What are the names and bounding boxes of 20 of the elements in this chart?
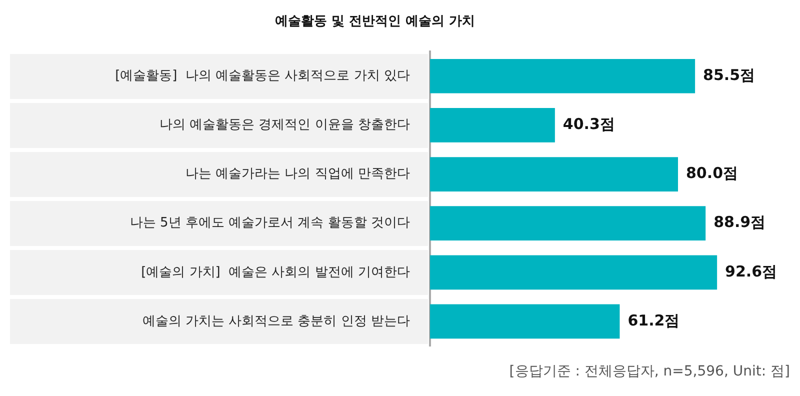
y-tick-label: 나는 5년 후에도 예술가로서 계속 활동할 것이다 bbox=[130, 216, 410, 231]
text: [응답기준 : 전체응답자, n=5,596, Unit: 점] bbox=[509, 364, 790, 380]
data-label: 92.6점 bbox=[725, 262, 778, 280]
bar bbox=[430, 108, 555, 142]
bar bbox=[430, 157, 678, 192]
data-label: 85.5점 bbox=[703, 66, 756, 84]
y-tick-label: 나의 예술활동은 경제적인 이윤을 창출한다 bbox=[159, 118, 410, 133]
y-tick-label: [예술의 가치] 예술은 사회의 발전에 기여한다 bbox=[141, 264, 410, 280]
bar bbox=[430, 206, 706, 241]
bar bbox=[430, 255, 718, 290]
data-label: 88.9점 bbox=[714, 213, 766, 232]
data-label: 40.3점 bbox=[562, 115, 615, 134]
data-label: 61.2점 bbox=[628, 311, 680, 330]
y-tick-label: 나는 예술가라는 나의 직업에 만족한다 bbox=[185, 166, 410, 182]
bar bbox=[430, 58, 696, 94]
bar bbox=[430, 304, 620, 339]
data-label: 80.0점 bbox=[686, 164, 738, 182]
y-tick-label: 예술의 가치는 사회적으로 충분히 인정 받는다 bbox=[142, 314, 410, 329]
chart-title: 예술활동 및 전반적인 예술의 가치 bbox=[274, 14, 476, 30]
y-tick-label: [예술활동] 나의 예술활동은 사회적으로 가치 있다 bbox=[115, 68, 410, 84]
